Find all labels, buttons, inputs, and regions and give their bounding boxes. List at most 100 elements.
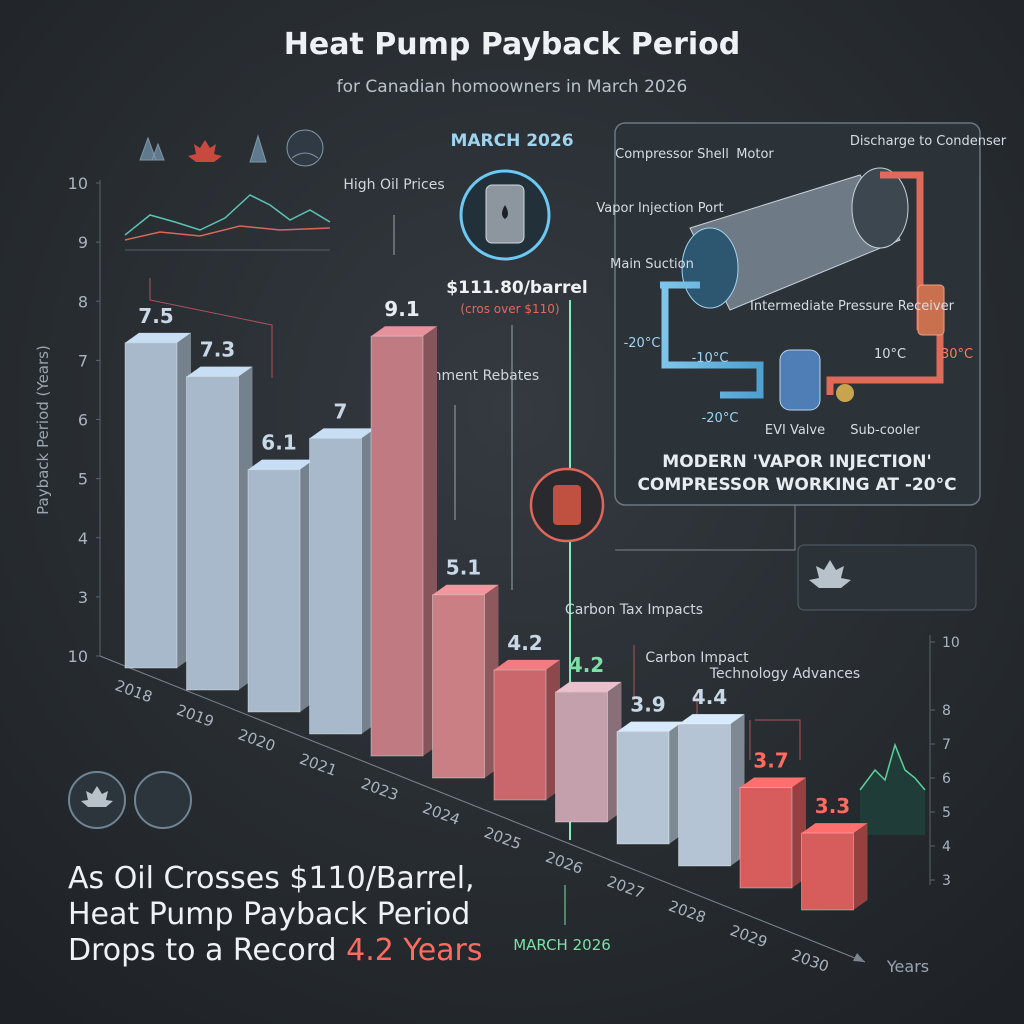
compressor-end [851, 167, 909, 249]
annotation: Carbon Impact [645, 650, 749, 666]
bar-side [853, 823, 868, 910]
value-label: 3.9 [630, 693, 665, 717]
value-label: 5.1 [446, 556, 481, 580]
price-note: (cros over $110) [460, 302, 559, 316]
y2-tick-label: 7 [942, 737, 951, 753]
y-tick-label: 10 [68, 647, 88, 666]
annotation: High Oil Prices [343, 177, 444, 193]
oil-barrel-red [553, 485, 581, 525]
diagram-label: Compressor Shell [615, 147, 729, 162]
inset-chart [124, 194, 331, 251]
bar-top [740, 777, 806, 788]
bar [801, 832, 854, 911]
x-axis [99, 655, 866, 963]
price: $111.80/barrel [446, 278, 587, 298]
title: Heat Pump Payback Period [284, 27, 740, 62]
y-tick-label: 3 [78, 588, 88, 607]
bar-top [309, 428, 376, 439]
temp-label: -20°C [702, 411, 739, 426]
bar [124, 342, 178, 669]
y2-tick-label: 5 [942, 805, 951, 821]
bar-top [555, 681, 622, 692]
icons-top-left [139, 129, 324, 167]
bar-top [494, 659, 560, 670]
value-label: 7.5 [138, 304, 173, 328]
maple-icon [809, 560, 851, 588]
inset-line [859, 742, 926, 791]
connector [454, 325, 513, 590]
bar [555, 691, 608, 823]
x-axis-arrow [853, 953, 865, 962]
value-label: 7 [334, 399, 348, 423]
diagram-caption: COMPRESSOR WORKING AT -20°C [637, 475, 956, 495]
valve [836, 384, 854, 402]
bar-top [125, 332, 191, 343]
y-tick-label: 4 [78, 529, 88, 548]
y2-tick-label: 6 [942, 771, 951, 787]
annotation: Technology Advances [709, 666, 860, 682]
headline: Heat Pump Payback Period [68, 897, 470, 932]
y-tick-label: 9 [78, 233, 88, 252]
annotation: Carbon Tax Impacts [565, 602, 703, 618]
bar [432, 594, 485, 779]
bar-top [617, 721, 683, 732]
y-tick-label: 10 [68, 174, 88, 193]
value-label: 6.1 [261, 431, 296, 455]
connector [615, 505, 796, 551]
bar [309, 437, 362, 735]
y-tick-label: 7 [78, 351, 88, 370]
maple-icon [81, 786, 113, 807]
temp-label: 30°C [941, 347, 973, 362]
bar [678, 723, 731, 867]
value-label: 9.1 [384, 297, 419, 321]
badge [134, 771, 192, 829]
y-tick-label: 5 [78, 470, 88, 489]
headline: Drops to a Record 4.2 Years [68, 933, 483, 968]
bar-top [678, 714, 745, 725]
y2-tick-label: 10 [942, 635, 960, 651]
value-label: 3.7 [753, 748, 788, 772]
march-label: MARCH 2026 [450, 131, 573, 151]
y-tick-label: 6 [78, 411, 88, 430]
bar [247, 469, 301, 713]
diagram-caption: MODERN 'VAPOR INJECTION' [662, 452, 931, 472]
value-label: 4.4 [692, 685, 727, 709]
temp-label: -20°C [624, 336, 661, 351]
inset-area [860, 745, 925, 835]
march-bottom: MARCH 2026 [513, 936, 611, 954]
pipe-hot [826, 171, 944, 395]
temp-label: -10°C [692, 351, 729, 366]
diagram-label: Discharge to Condenser [850, 134, 1007, 149]
temp-label: 10°C [874, 347, 906, 362]
diagram-label: Intermediate Pressure Receiver [750, 299, 955, 314]
icon-box [797, 544, 977, 611]
oil-drop [502, 205, 508, 219]
subtitle: for Canadian homoowners in March 2026 [337, 77, 688, 97]
y2-tick-label: 4 [942, 839, 951, 855]
bar [739, 786, 793, 889]
value-label: 4.2 [569, 653, 604, 677]
y-axis-label: Payback Period (Years) [34, 345, 52, 515]
bar [616, 731, 670, 845]
bar-top [801, 823, 868, 834]
value-label: 3.3 [815, 794, 850, 818]
value-label: 4.2 [507, 631, 542, 655]
receiver [779, 349, 821, 411]
diagram-label: EVI Valve [765, 423, 825, 438]
bar-top [186, 366, 253, 377]
diagram-label: Motor [736, 147, 774, 162]
bar [186, 376, 239, 691]
bar-top [432, 584, 499, 595]
bar [370, 335, 424, 757]
pipe-cold [660, 281, 764, 399]
y-tick-label: 8 [78, 292, 88, 311]
y2-tick-label: 8 [942, 703, 951, 719]
bar-top [371, 326, 437, 337]
coil [917, 284, 945, 336]
bar [493, 669, 547, 801]
diagram-label: Main Suction [610, 257, 694, 272]
y2-tick-label: 3 [942, 873, 951, 889]
headline: As Oil Crosses $110/Barrel, [68, 861, 475, 896]
diagram-label: Sub-cooler [850, 423, 920, 438]
